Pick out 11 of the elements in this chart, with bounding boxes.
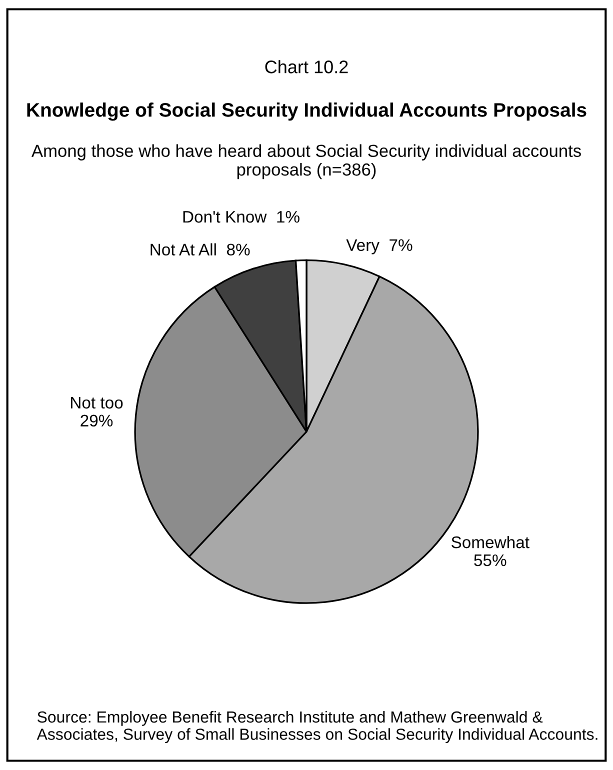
data-label: 29% xyxy=(80,414,113,427)
slice-label: Somewhat xyxy=(452,536,530,548)
slice-label: Don't Know 1% xyxy=(183,210,300,223)
caption: Chart 10.2 xyxy=(265,60,348,74)
slice-label: Not At All 8% xyxy=(150,243,250,256)
slice-label: Very 7% xyxy=(346,239,412,254)
source-note: Source: Employee Benefit Research Institute and Mathew Greenwald & Associates, Survey of Small Businesses on Social Security Individual Accounts. xyxy=(36,710,598,744)
chart-subtitle: Among those who have heard about Social Security individual accounts proposals (n=386) xyxy=(32,144,581,180)
slice-label: Not too xyxy=(71,396,123,409)
chart-title: Knowledge of Social Security Individual Accounts Proposals xyxy=(27,102,586,121)
data-label: 55% xyxy=(474,554,506,566)
